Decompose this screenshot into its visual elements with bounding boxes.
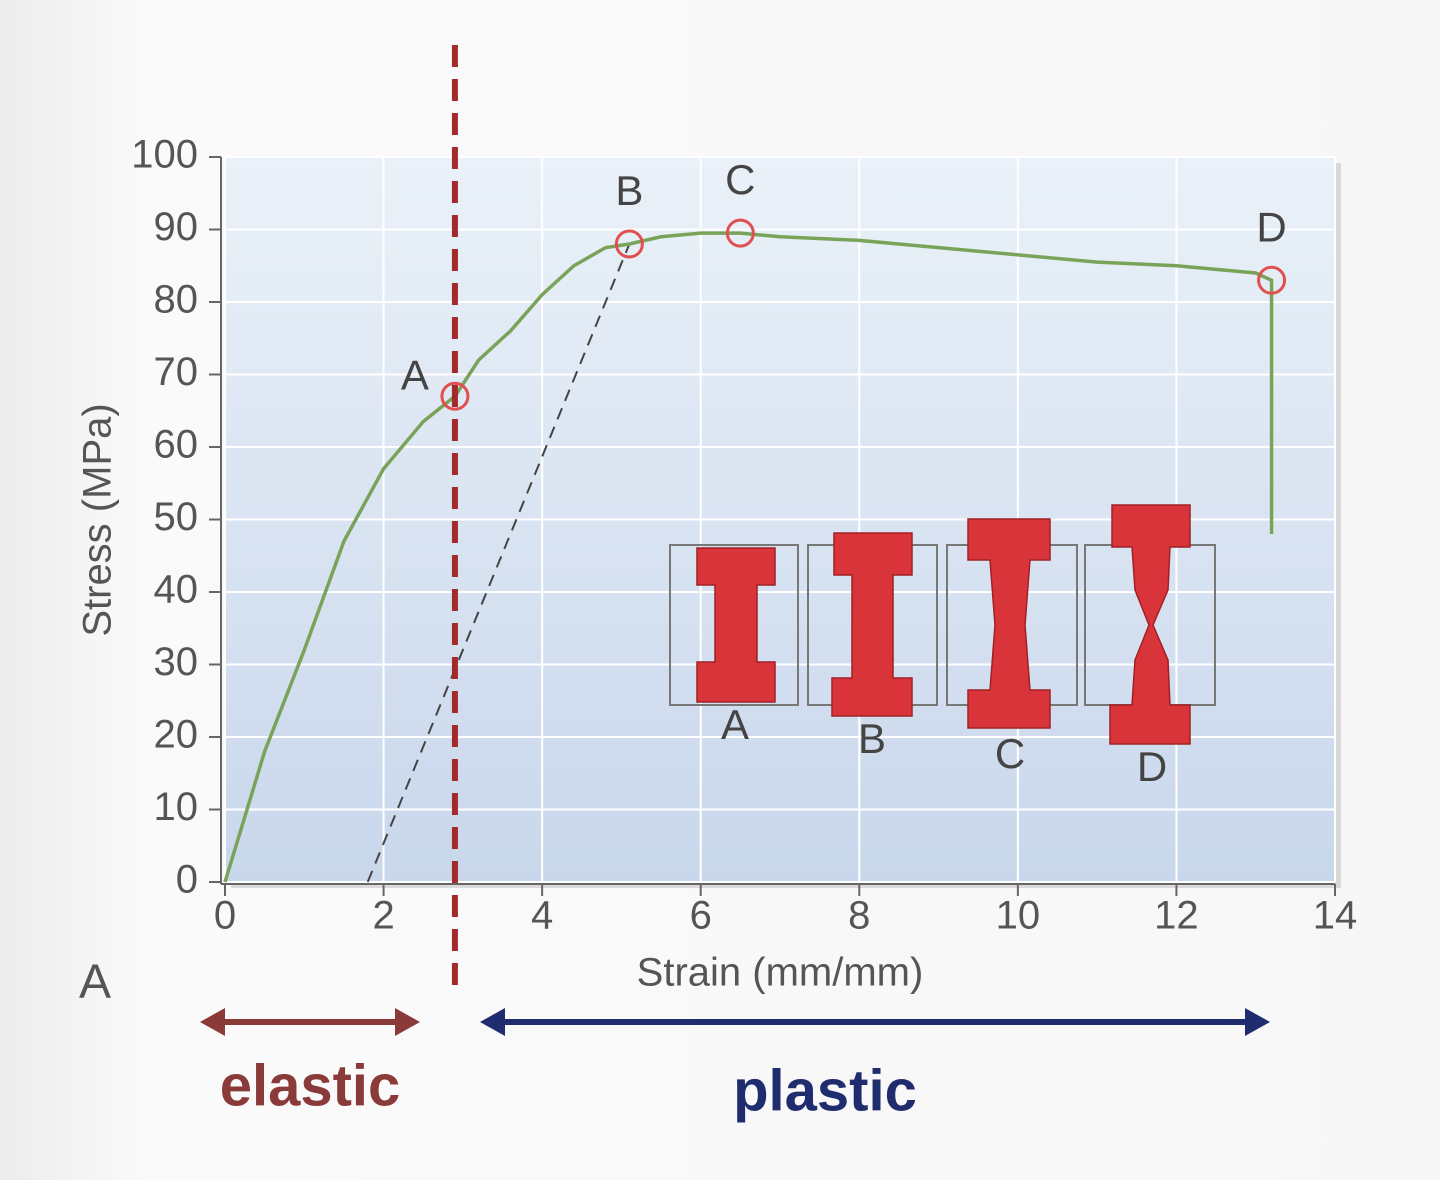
y-tick-label: 90 xyxy=(154,205,199,249)
y-tick-label: 100 xyxy=(131,133,198,177)
y-tick-label: 30 xyxy=(154,640,199,684)
point-label: B xyxy=(615,167,643,214)
x-tick-label: 6 xyxy=(690,894,712,938)
x-tick-label: 10 xyxy=(996,894,1041,938)
x-tick-label: 4 xyxy=(531,894,553,938)
x-tick-label: 12 xyxy=(1154,894,1199,938)
point-label: A xyxy=(401,351,429,398)
stress-curve xyxy=(223,231,1274,883)
y-tick-label: 40 xyxy=(154,568,199,612)
x-tick-label: 8 xyxy=(848,894,870,938)
y-tick-label: 0 xyxy=(176,858,198,902)
x-axis-title: Strain (mm/mm) xyxy=(637,951,924,995)
region-label: elastic xyxy=(220,1053,401,1118)
specimen xyxy=(831,532,913,717)
specimen-label: C xyxy=(995,730,1025,777)
unloading-line xyxy=(366,243,631,883)
key-point xyxy=(725,218,755,248)
y-tick-label: 20 xyxy=(154,713,199,757)
y-tick-label: 70 xyxy=(154,350,199,394)
specimen-label: D xyxy=(1137,743,1167,790)
key-point xyxy=(614,229,644,259)
inset-box xyxy=(669,544,799,706)
y-tick-label: 60 xyxy=(154,423,199,467)
y-tick-label: 50 xyxy=(154,495,199,539)
specimen xyxy=(696,547,776,703)
point-label: D xyxy=(1256,203,1286,250)
specimen-label: A xyxy=(721,701,749,748)
region-label: plastic xyxy=(733,1058,917,1123)
y-tick-label: 10 xyxy=(154,785,199,829)
elastic-arrowheads xyxy=(200,1008,420,1036)
panel-label: A xyxy=(79,956,111,1009)
specimen-label: B xyxy=(858,715,886,762)
specimen xyxy=(1109,504,1191,745)
specimen-insets xyxy=(669,504,1216,745)
point-label: C xyxy=(725,156,755,203)
x-tick-label: 2 xyxy=(372,894,394,938)
key-point xyxy=(440,381,470,411)
specimen xyxy=(967,518,1051,729)
x-tick-label: 14 xyxy=(1313,894,1358,938)
y-tick-label: 80 xyxy=(154,278,199,322)
y-axis-title: Stress (MPa) xyxy=(76,403,120,636)
x-tick-label: 0 xyxy=(214,894,236,938)
key-point xyxy=(1257,265,1287,295)
